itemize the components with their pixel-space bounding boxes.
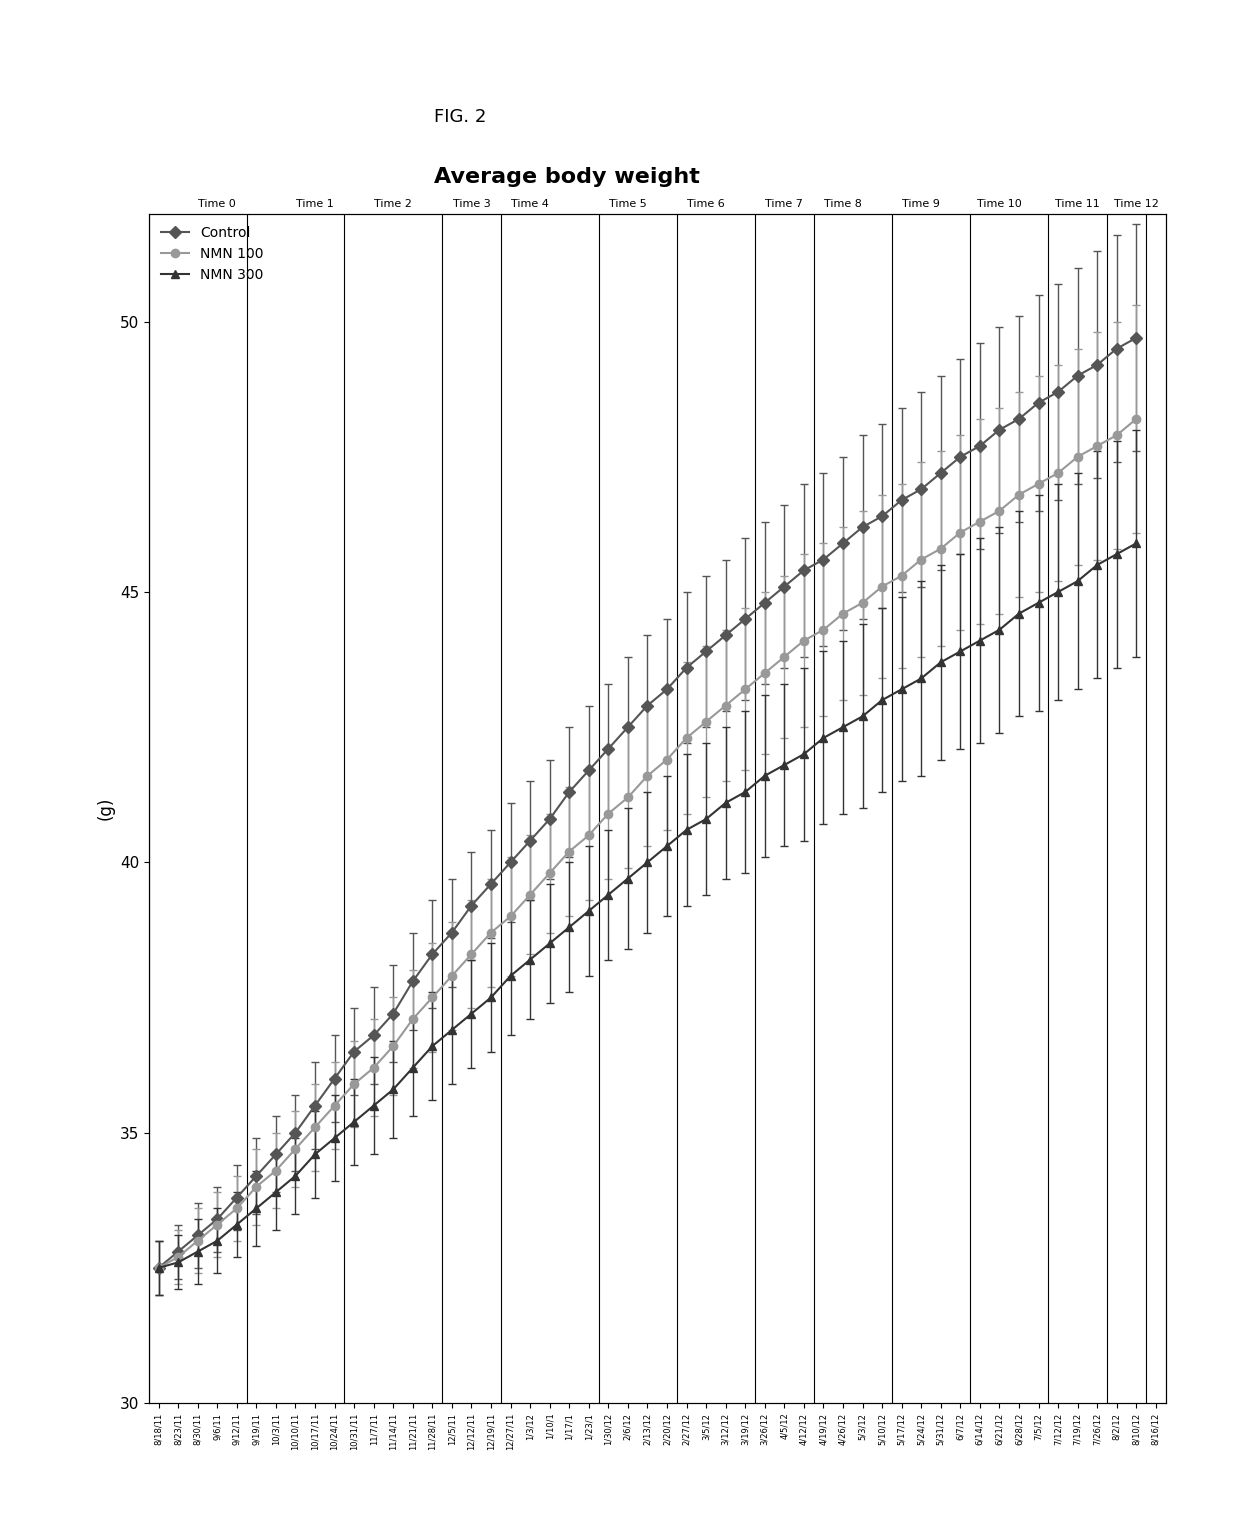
Legend: Control, NMN 100, NMN 300: Control, NMN 100, NMN 300: [156, 221, 269, 287]
Y-axis label: (g): (g): [97, 796, 114, 820]
Text: FIG. 2: FIG. 2: [434, 108, 486, 127]
Text: Average body weight: Average body weight: [434, 168, 699, 188]
